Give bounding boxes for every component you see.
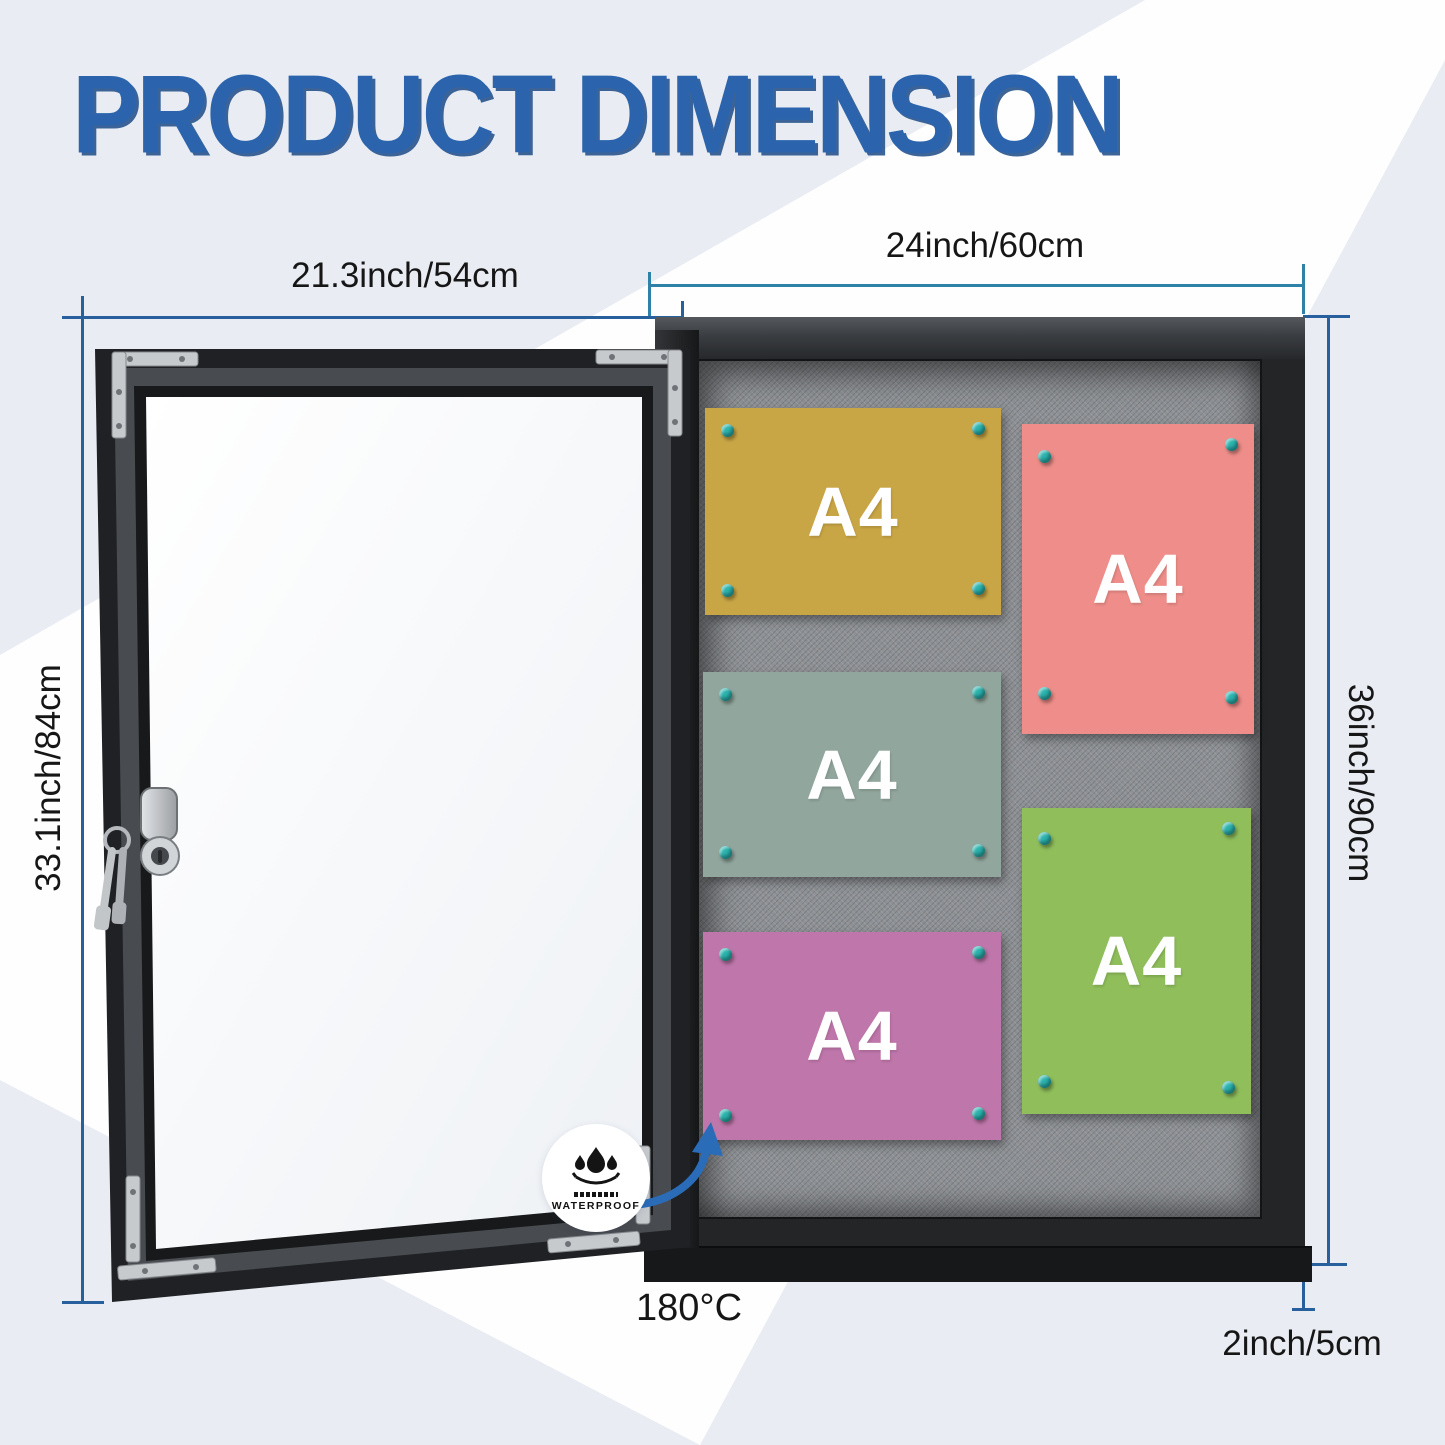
- frame-depth-label: 2inch/5cm: [1222, 1324, 1382, 1363]
- board-height-dimension-line: [1327, 315, 1330, 1266]
- page-title: PRODUCT DIMENSION: [72, 53, 1124, 177]
- dimension-tick: [1292, 1308, 1315, 1311]
- door-height-dimension-line: [81, 316, 84, 1304]
- push-pin: [972, 582, 985, 595]
- dimension-tick: [62, 1301, 104, 1304]
- push-pin: [1038, 450, 1051, 463]
- dimension-tick: [1303, 315, 1350, 318]
- pinned-paper: A4: [703, 672, 1001, 877]
- push-pin: [1222, 1081, 1235, 1094]
- door-glass: [146, 397, 642, 1249]
- push-pin: [1038, 687, 1051, 700]
- dimension-tick: [1300, 1263, 1347, 1266]
- pinned-paper: A4: [705, 408, 1001, 615]
- push-pin: [719, 846, 732, 859]
- push-pin: [972, 1107, 985, 1120]
- paper-size-label: A4: [806, 997, 898, 1075]
- waterproof-badge: WATERPROOF: [542, 1124, 650, 1232]
- push-pin: [719, 688, 732, 701]
- paper-size-label: A4: [806, 735, 898, 814]
- pinned-paper: A4: [703, 932, 1001, 1140]
- board-top-face: [655, 317, 1305, 359]
- push-pin: [1038, 1075, 1051, 1088]
- pinned-paper: A4: [1022, 424, 1254, 734]
- board-bottom-ledge: [644, 1248, 1312, 1282]
- door-width-label: 21.3inch/54cm: [291, 256, 519, 295]
- push-pin: [719, 1109, 732, 1122]
- dimension-tick: [648, 272, 651, 316]
- board-width-dimension-line: [650, 284, 1305, 287]
- push-pin: [972, 686, 985, 699]
- cam-lock: [140, 787, 180, 876]
- keys: [93, 826, 131, 931]
- badge-brand-mark: [574, 1191, 618, 1197]
- push-pin: [721, 584, 734, 597]
- door-width-dimension-line: [83, 316, 684, 319]
- dimension-tick: [62, 316, 104, 319]
- frame-depth-dimension-line: [1302, 1266, 1305, 1310]
- open-angle-label: 180°C: [636, 1287, 743, 1329]
- push-pin: [1038, 832, 1051, 845]
- paper-size-label: A4: [1092, 540, 1184, 618]
- board-width-label: 24inch/60cm: [885, 226, 1085, 265]
- push-pin: [1225, 691, 1238, 704]
- waterproof-icon: [571, 1146, 621, 1184]
- paper-size-label: A4: [1090, 922, 1183, 1000]
- push-pin: [972, 844, 985, 857]
- push-pin: [1225, 438, 1238, 451]
- pinned-paper: A4: [1022, 808, 1251, 1114]
- dimension-tick: [1302, 264, 1305, 314]
- push-pin: [972, 422, 985, 435]
- badge-label: WATERPROOF: [551, 1199, 641, 1212]
- bracket-screws: [116, 354, 678, 1274]
- push-pin: [721, 424, 734, 437]
- push-pin: [719, 948, 732, 961]
- push-pin: [1222, 822, 1235, 835]
- push-pin: [972, 946, 985, 959]
- paper-size-label: A4: [807, 472, 899, 551]
